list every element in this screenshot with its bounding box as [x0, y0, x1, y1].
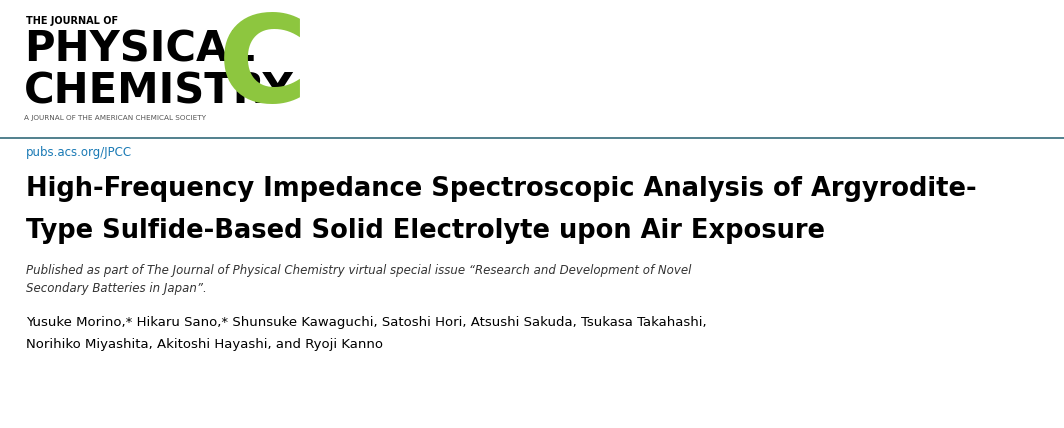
Text: Secondary Batteries in Japan”.: Secondary Batteries in Japan”.: [26, 282, 206, 295]
Text: A JOURNAL OF THE AMERICAN CHEMICAL SOCIETY: A JOURNAL OF THE AMERICAN CHEMICAL SOCIE…: [24, 115, 206, 121]
Text: PHYSICAL: PHYSICAL: [24, 28, 255, 70]
Text: Article: Article: [992, 146, 1030, 160]
Text: THE JOURNAL OF: THE JOURNAL OF: [26, 16, 118, 26]
Text: pubs.acs.org/JPCC: pubs.acs.org/JPCC: [26, 146, 132, 159]
Text: Type Sulfide-Based Solid Electrolyte upon Air Exposure: Type Sulfide-Based Solid Electrolyte upo…: [26, 218, 825, 244]
Text: Norihiko Miyashita, Akitoshi Hayashi, and Ryoji Kanno: Norihiko Miyashita, Akitoshi Hayashi, an…: [26, 338, 383, 351]
Text: Yusuke Morino,* Hikaru Sano,* Shunsuke Kawaguchi, Satoshi Hori, Atsushi Sakuda, : Yusuke Morino,* Hikaru Sano,* Shunsuke K…: [26, 316, 706, 329]
Text: High-Frequency Impedance Spectroscopic Analysis of Argyrodite-: High-Frequency Impedance Spectroscopic A…: [26, 176, 977, 202]
Text: CHEMISTRY: CHEMISTRY: [24, 70, 294, 112]
Text: C: C: [218, 10, 307, 127]
Text: Published as part of The Journal of Physical Chemistry virtual special issue “Re: Published as part of The Journal of Phys…: [26, 264, 692, 277]
